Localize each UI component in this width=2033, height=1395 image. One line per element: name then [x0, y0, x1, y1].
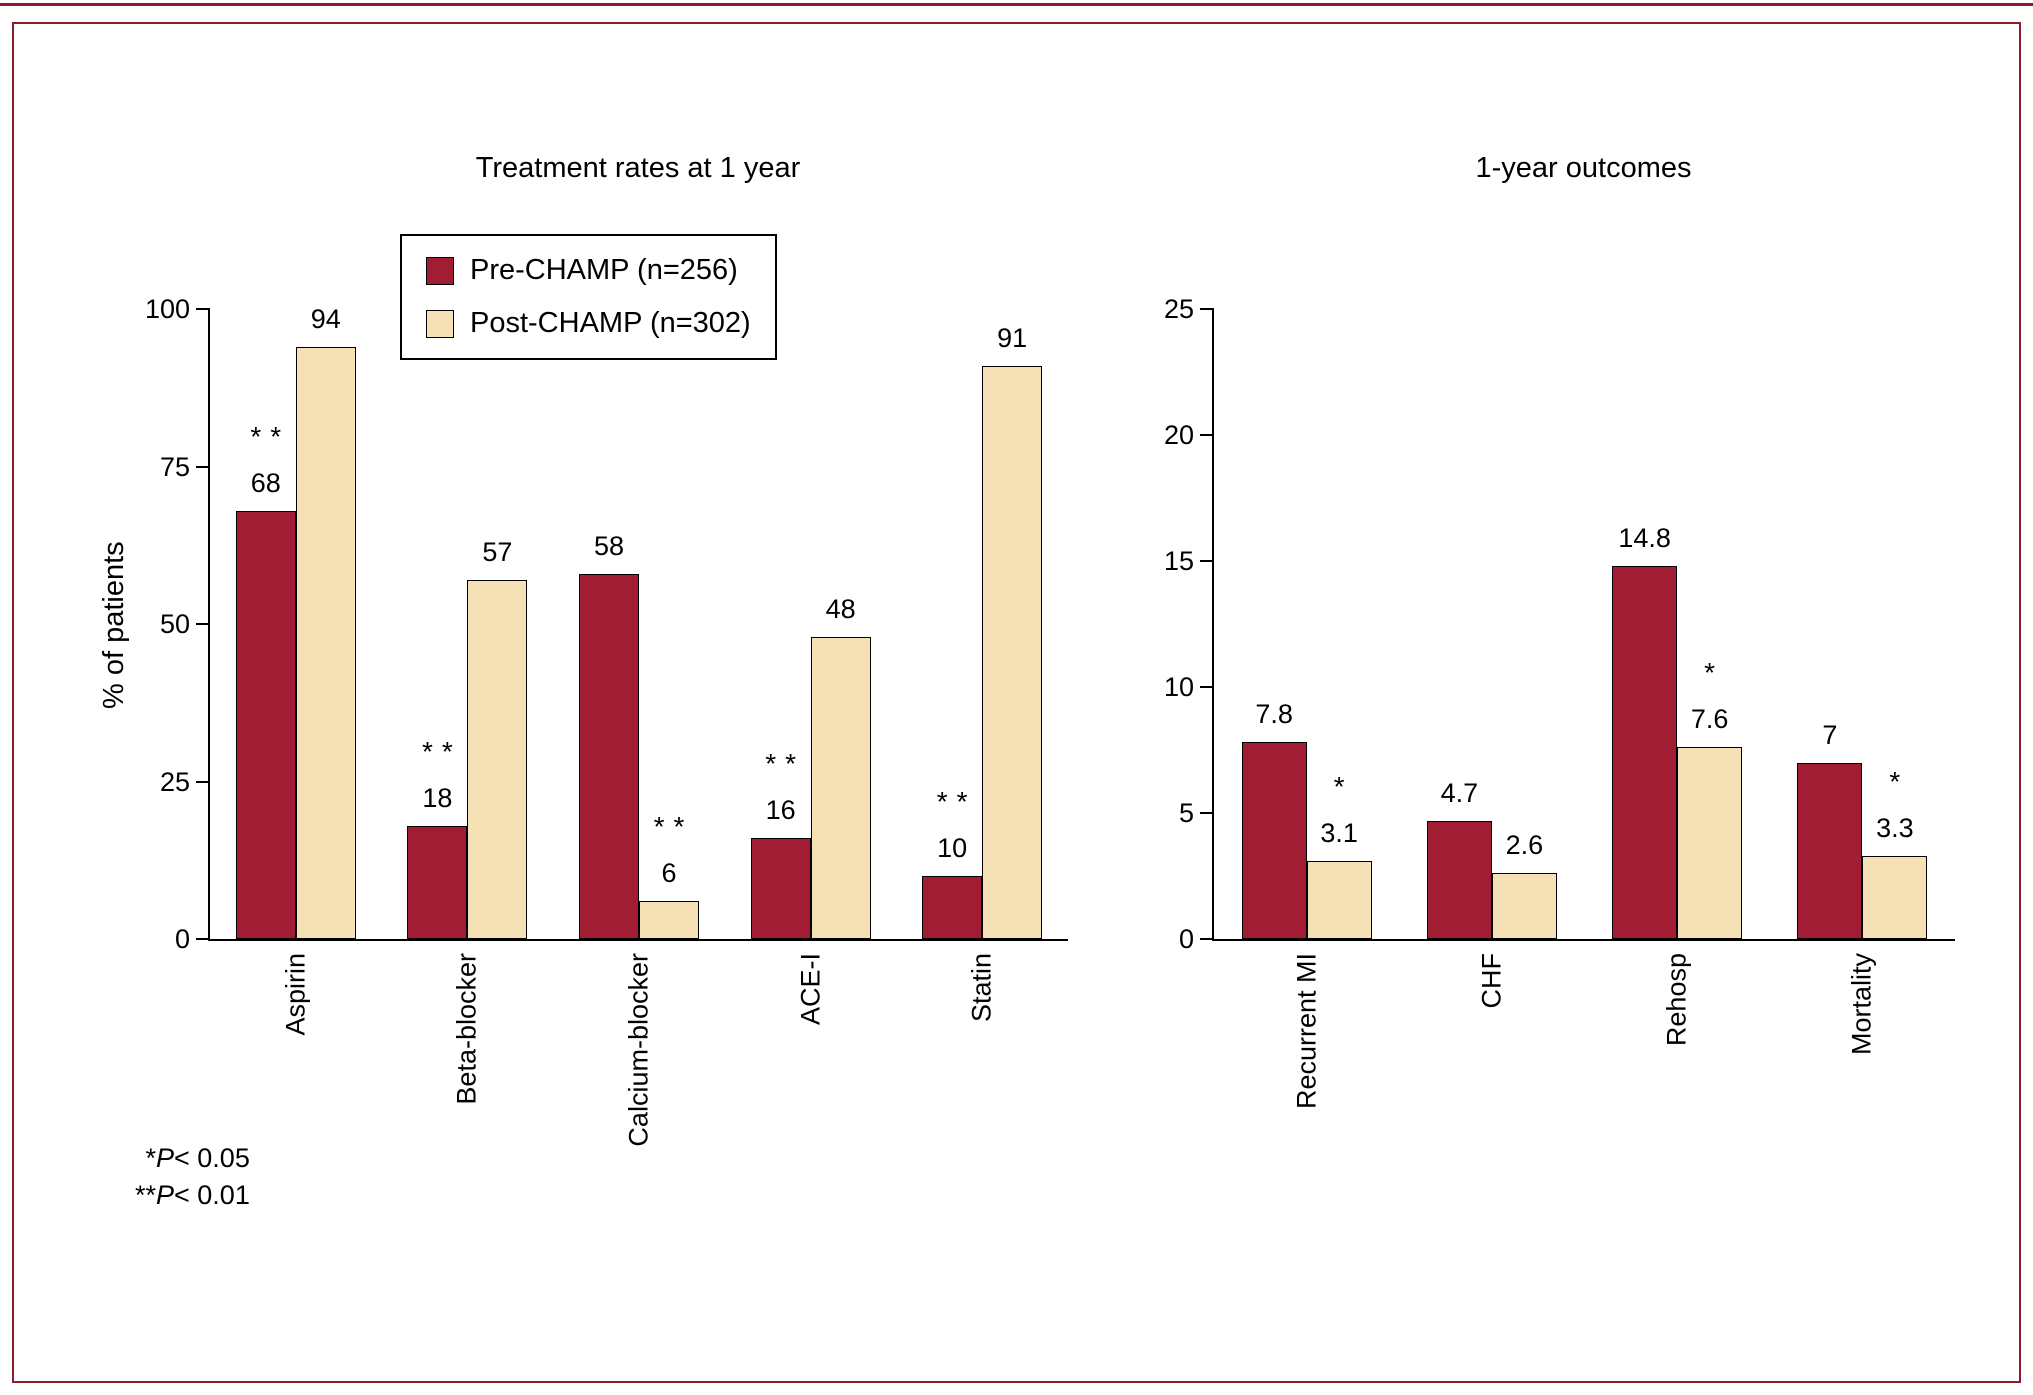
- y-tick-mark: [196, 780, 210, 783]
- footnote-cond: < 0.05: [174, 1143, 250, 1173]
- outcomes-plot: 0 5 10 15 20 25 Recurrent MI 7.8 3.1 * CHF 4.7 2.6 Re…: [1164, 294, 1955, 1109]
- footnote-p: P: [156, 1180, 175, 1210]
- footnote-p-01: **P< 0.01: [114, 1177, 250, 1214]
- value-label-post-beta-blocker: 57: [482, 536, 513, 567]
- x-category-label-beta-blocker: Beta-blocker: [451, 953, 482, 1105]
- y-tick-label: 15: [1163, 546, 1194, 576]
- y-tick-mark: [1200, 308, 1214, 310]
- x-category-label-calcium-blocker: Calcium-blocker: [623, 953, 654, 1147]
- bar-pre-rehosp: [1612, 566, 1678, 939]
- value-label-pre-beta-blocker: 18: [422, 782, 453, 813]
- x-category-label-recurrent-mi: Recurrent MI: [1291, 953, 1322, 1110]
- footnote-cond: < 0.01: [174, 1180, 250, 1210]
- bar-pre-recurrent-mi: [1241, 742, 1307, 939]
- bar-post-ace-i: [810, 636, 871, 939]
- x-category-label-chf: CHF: [1476, 953, 1507, 1009]
- y-tick-label: 25: [1163, 294, 1194, 324]
- value-label-pre-aspirin: 68: [250, 467, 281, 498]
- figure-border: Treatment rates at 1 year 1-year outcome…: [12, 22, 2021, 1383]
- x-category-label-mortality: Mortality: [1846, 953, 1877, 1056]
- significance-marker-post-mortality: *: [1889, 765, 1910, 797]
- outcomes-chart-title: 1-year outcomes: [1475, 152, 1692, 184]
- value-label-post-aspirin: 94: [310, 303, 341, 334]
- bar-pre-statin: [922, 876, 983, 939]
- y-tick-mark: [196, 938, 210, 940]
- bar-post-chf: [1491, 873, 1557, 939]
- bar-pre-chf: [1426, 820, 1492, 939]
- y-tick-mark: [1200, 938, 1214, 940]
- value-label-post-rehosp: 7.6: [1690, 704, 1729, 735]
- y-tick-mark: [1200, 812, 1214, 814]
- bar-post-mortality: [1862, 855, 1928, 939]
- y-tick-label: 5: [1178, 798, 1194, 828]
- legend-item-pre-champ: Pre-CHAMP (n=256): [426, 254, 751, 287]
- x-category-label-statin: Statin: [966, 953, 997, 1023]
- top-rule: [0, 3, 2033, 6]
- significance-marker-pre-aspirin: **: [250, 420, 291, 452]
- value-label-post-ace-i: 48: [825, 593, 856, 624]
- bar-post-aspirin: [295, 346, 356, 939]
- footnote-p: P: [156, 1143, 175, 1173]
- value-label-pre-rehosp: 14.8: [1618, 523, 1671, 554]
- bar-post-rehosp: [1677, 747, 1743, 939]
- footnote-stars: **: [134, 1180, 156, 1210]
- significance-marker-post-recurrent-mi: *: [1333, 770, 1354, 802]
- significance-marker-post-rehosp: *: [1704, 657, 1725, 689]
- y-tick-label: 100: [144, 294, 190, 324]
- bar-post-recurrent-mi: [1306, 860, 1372, 939]
- bar-pre-beta-blocker: [407, 825, 468, 939]
- y-tick-mark: [196, 623, 210, 625]
- y-tick-label: 50: [159, 609, 190, 639]
- y-tick-label: 20: [1163, 420, 1194, 450]
- value-label-pre-statin: 10: [937, 833, 968, 863]
- significance-marker-post-calcium-blocker: **: [653, 811, 694, 843]
- x-category-label-rehosp: Rehosp: [1661, 953, 1692, 1047]
- value-label-pre-ace-i: 16: [765, 795, 796, 826]
- bar-pre-calcium-blocker: [579, 573, 639, 939]
- footnote-stars: *: [145, 1143, 156, 1173]
- value-label-post-mortality: 3.3: [1876, 812, 1914, 843]
- bar-pre-aspirin: [235, 510, 296, 939]
- y-tick-mark: [1200, 560, 1214, 562]
- legend: Pre-CHAMP (n=256) Post-CHAMP (n=302): [400, 234, 777, 360]
- value-label-pre-recurrent-mi: 7.8: [1255, 699, 1293, 730]
- significance-marker-pre-ace-i: **: [765, 748, 805, 780]
- pre-champ-label: Pre-CHAMP (n=256): [470, 254, 738, 286]
- y-tick-label: 25: [159, 766, 190, 797]
- footnote-p-05: *P< 0.05: [114, 1140, 250, 1177]
- value-label-post-statin: 91: [997, 322, 1028, 353]
- post-champ-swatch: [426, 309, 454, 338]
- significance-marker-pre-statin: **: [936, 786, 977, 817]
- pre-champ-swatch: [426, 256, 454, 285]
- value-label-pre-calcium-blocker: 58: [593, 530, 625, 561]
- significance-marker-pre-beta-blocker: **: [421, 735, 462, 767]
- value-label-pre-chf: 4.7: [1440, 777, 1479, 808]
- bar-post-beta-blocker: [467, 579, 528, 939]
- y-tick-mark: [196, 465, 210, 468]
- y-tick-label: 0: [1178, 924, 1194, 954]
- treatment-rates-plot: 0 25 50 75 100 Aspirin 68 ** 94 Beta-blocker 18 ** 5…: [145, 294, 1068, 1147]
- post-champ-label: Post-CHAMP (n=302): [470, 307, 751, 339]
- bar-post-calcium-blocker: [639, 901, 699, 939]
- footnotes: *P< 0.05 **P< 0.01: [114, 1140, 250, 1214]
- y-tick-mark: [1200, 434, 1214, 436]
- value-label-post-calcium-blocker: 6: [661, 858, 677, 889]
- legend-item-post-champ: Post-CHAMP (n=302): [426, 307, 751, 340]
- y-tick-label: 10: [1163, 672, 1194, 702]
- value-label-post-chf: 2.6: [1505, 830, 1544, 861]
- bar-pre-mortality: [1797, 762, 1863, 939]
- y-tick-mark: [1200, 686, 1214, 688]
- y-tick-label: 0: [174, 924, 190, 954]
- y-tick-label: 75: [159, 451, 190, 482]
- y-tick-mark: [196, 308, 210, 310]
- bar-post-statin: [982, 365, 1043, 939]
- bar-pre-ace-i: [750, 838, 811, 939]
- treatment-chart-title: Treatment rates at 1 year: [475, 152, 801, 184]
- x-category-label-ace-i: ACE-I: [795, 953, 826, 1026]
- value-label-pre-mortality: 7: [1822, 719, 1838, 750]
- value-label-post-recurrent-mi: 3.1: [1320, 817, 1358, 848]
- x-category-label-aspirin: Aspirin: [280, 953, 311, 1036]
